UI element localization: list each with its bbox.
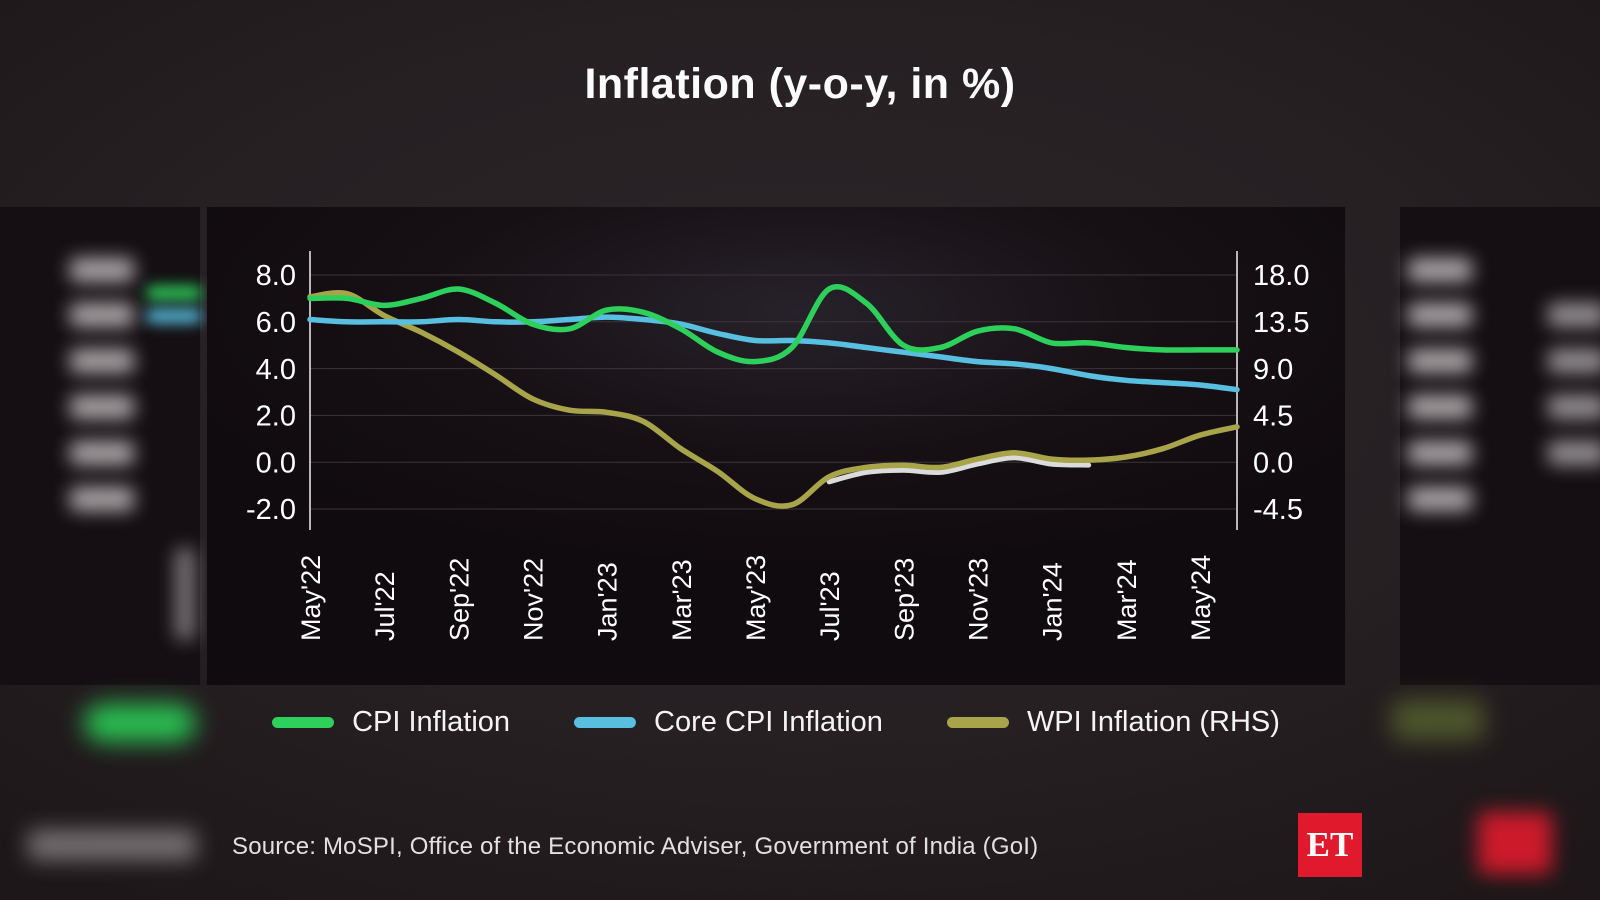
chart-title: Inflation (y-o-y, in %) <box>584 60 1016 108</box>
blurred-tick-label <box>1408 441 1472 465</box>
blurred-legend-swatch <box>1392 700 1484 740</box>
svg-text:-4.5: -4.5 <box>1253 494 1303 526</box>
chart-legend: CPI Inflation Core CPI Inflation WPI Inf… <box>207 702 1345 742</box>
blurred-tick-label <box>70 349 134 373</box>
blurred-blue-line <box>146 309 202 323</box>
svg-text:2.0: 2.0 <box>256 401 296 433</box>
svg-text:May'23: May'23 <box>741 555 771 641</box>
wpi-legend-label: WPI Inflation (RHS) <box>1026 705 1280 738</box>
svg-text:9.0: 9.0 <box>1253 354 1293 386</box>
svg-text:4.5: 4.5 <box>1253 401 1293 433</box>
blurred-et-logo <box>1478 812 1552 874</box>
blurred-tick-label <box>70 395 134 419</box>
legend-item-wpi: WPI Inflation (RHS) <box>946 705 1280 739</box>
svg-text:Nov'23: Nov'23 <box>963 558 993 641</box>
cpi-line-swatch <box>272 716 335 728</box>
source-attribution: Source: MoSPI, Office of the Economic Ad… <box>232 833 1039 860</box>
core-cpi-line-swatch <box>574 716 637 728</box>
svg-text:18.0: 18.0 <box>1253 260 1309 292</box>
svg-text:May'22: May'22 <box>296 555 326 641</box>
blurred-tick-label <box>1548 441 1600 465</box>
blurred-tick-label <box>1548 349 1600 373</box>
svg-text:Nov'22: Nov'22 <box>518 558 548 641</box>
svg-text:13.5: 13.5 <box>1253 307 1309 339</box>
svg-text:4.0: 4.0 <box>256 354 296 386</box>
core-cpi-legend-label: Core CPI Inflation <box>654 705 883 738</box>
blurred-tick-label <box>1408 349 1472 373</box>
svg-text:Jan'24: Jan'24 <box>1038 562 1068 641</box>
blurred-tick-label <box>70 487 134 511</box>
blurred-tick-label <box>1408 258 1472 282</box>
chart-panel: 8.0 18.0 6.0 13.5 4.0 9.0 2.0 4.5 0.0 0.0 -2.0 -4.5… <box>207 207 1345 685</box>
blurred-tick-label <box>1408 487 1472 511</box>
blurred-tick-label <box>70 258 134 282</box>
blurred-x-label <box>175 548 195 640</box>
wpi-line-swatch <box>946 716 1009 728</box>
et-logo: ET <box>1298 813 1362 877</box>
svg-text:8.0: 8.0 <box>256 260 296 292</box>
blurred-tick-label <box>1408 303 1472 327</box>
svg-text:Sep'23: Sep'23 <box>889 558 919 641</box>
svg-text:Mar'24: Mar'24 <box>1112 559 1142 641</box>
blurred-tick-label <box>70 303 134 327</box>
svg-text:-2.0: -2.0 <box>246 494 296 526</box>
blurred-tick-label <box>1548 303 1600 327</box>
svg-text:Mar'23: Mar'23 <box>667 559 697 641</box>
svg-text:0.0: 0.0 <box>256 447 296 479</box>
legend-item-cpi: CPI Inflation <box>272 706 510 739</box>
svg-text:May'24: May'24 <box>1186 555 1216 641</box>
blurred-tick-label <box>1548 395 1600 419</box>
blurred-source-text <box>28 830 196 860</box>
inflation-line-chart: 8.0 18.0 6.0 13.5 4.0 9.0 2.0 4.5 0.0 0.0 -2.0 -4.5… <box>246 251 1309 641</box>
svg-text:Sep'22: Sep'22 <box>444 558 474 641</box>
svg-text:Jan'23: Jan'23 <box>593 562 623 641</box>
blurred-tick-label <box>70 441 134 465</box>
svg-text:Jul'23: Jul'23 <box>815 571 845 641</box>
svg-text:Jul'22: Jul'22 <box>370 571 400 641</box>
cpi-legend-label: CPI Inflation <box>352 705 511 738</box>
svg-text:6.0: 6.0 <box>256 307 296 339</box>
blurred-legend-swatch <box>84 704 196 742</box>
legend-item-core-cpi: Core CPI Inflation <box>574 706 883 739</box>
blurred-tick-label <box>1408 395 1472 419</box>
blurred-green-line <box>146 286 202 300</box>
svg-text:0.0: 0.0 <box>1253 447 1293 479</box>
